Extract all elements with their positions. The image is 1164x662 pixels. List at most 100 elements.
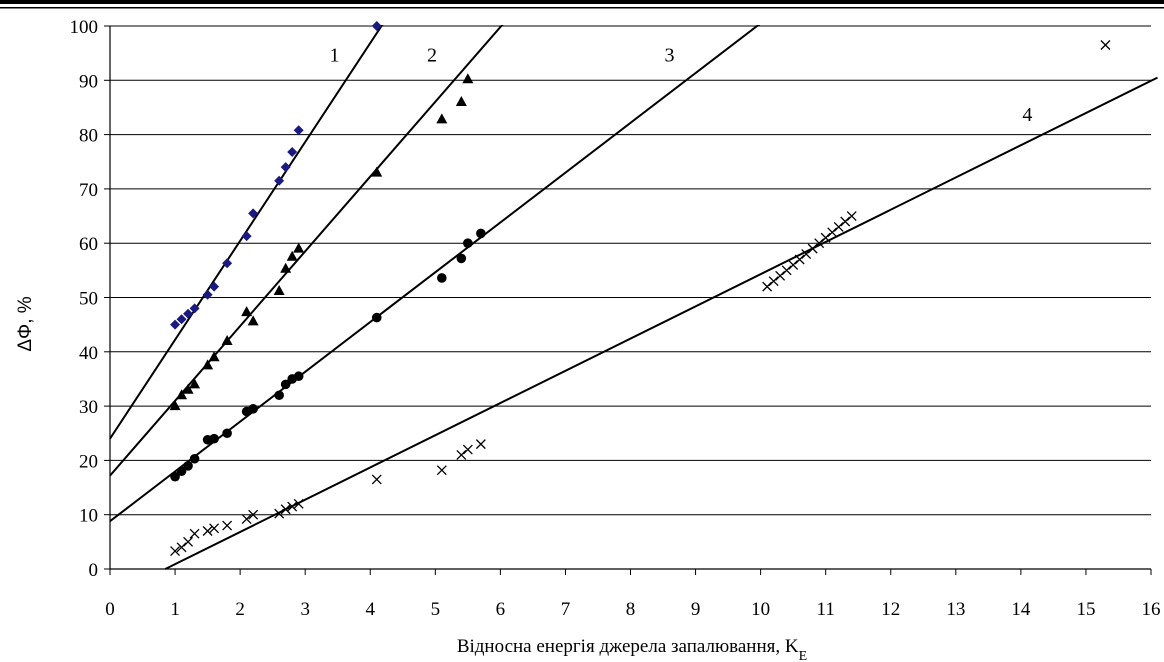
point-series-3-10 <box>280 379 291 390</box>
point-series-3-3 <box>189 453 200 464</box>
point-series-2-3 <box>189 378 201 389</box>
x-tick-label-3: 3 <box>300 599 310 620</box>
point-series-4-10 <box>280 504 291 515</box>
top-border-thin <box>0 7 1164 9</box>
x-tick-label-9: 9 <box>691 599 701 620</box>
point-series-4-3 <box>189 528 200 539</box>
point-series-1-0 <box>170 319 181 330</box>
y-tick-label-10: 10 <box>79 506 98 527</box>
point-series-4-24 <box>801 249 812 260</box>
point-series-4-4 <box>202 526 213 536</box>
x-tick-label-12: 12 <box>881 599 900 620</box>
point-series-2-11 <box>286 250 298 261</box>
point-series-3-16 <box>463 238 473 248</box>
x-axis-title-subscript: E <box>799 649 808 662</box>
point-series-3-8 <box>248 404 258 414</box>
point-series-1-10 <box>280 162 291 173</box>
point-series-4-9 <box>274 508 285 519</box>
y-tick-label-50: 50 <box>79 289 98 310</box>
y-tick-label-0: 0 <box>89 560 99 581</box>
point-series-2-14 <box>436 113 448 124</box>
point-series-1-3 <box>189 303 200 314</box>
x-tick-label-5: 5 <box>431 599 441 620</box>
point-series-4-13 <box>371 474 382 485</box>
point-series-4-2 <box>183 536 194 547</box>
point-series-4-31 <box>846 211 857 222</box>
point-series-4-21 <box>781 265 792 276</box>
x-tick-label-15: 15 <box>1076 599 1095 620</box>
line-label-1: 1 <box>329 44 339 66</box>
fit-line-3 <box>109 25 761 523</box>
point-series-4-26 <box>814 238 825 249</box>
point-series-4-17 <box>475 439 486 450</box>
point-series-4-18 <box>762 281 773 292</box>
point-series-1-13 <box>371 21 382 31</box>
point-series-4-16 <box>462 444 473 455</box>
point-series-3-1 <box>176 466 187 477</box>
point-series-3-6 <box>222 428 232 439</box>
point-series-4-11 <box>287 501 298 512</box>
point-series-4-1 <box>176 542 187 553</box>
point-series-1-7 <box>241 231 252 242</box>
point-series-2-16 <box>462 73 474 84</box>
point-series-4-29 <box>833 221 844 232</box>
grid-layer <box>110 25 1151 570</box>
point-series-1-4 <box>202 289 213 300</box>
y-axis-title: ΔΦ, % <box>15 296 36 351</box>
point-series-4-27 <box>820 232 831 243</box>
point-series-2-12 <box>293 242 305 253</box>
y-tick-label-100: 100 <box>70 17 99 38</box>
point-series-2-15 <box>455 96 467 107</box>
point-series-2-0 <box>169 400 181 411</box>
point-series-4-15 <box>456 450 467 460</box>
point-series-2-1 <box>176 389 188 400</box>
line-label-2: 2 <box>427 44 437 66</box>
point-series-4-22 <box>788 259 799 270</box>
point-series-2-13 <box>371 166 383 177</box>
x-tick-label-16: 16 <box>1142 599 1161 620</box>
point-series-2-9 <box>273 284 285 295</box>
x-tick-label-4: 4 <box>366 599 376 620</box>
point-series-2-5 <box>208 351 220 362</box>
x-axis-title-main: Відносна енергія джерела запалювання, K <box>457 636 799 657</box>
point-series-4-7 <box>241 514 252 525</box>
point-series-2-7 <box>241 306 253 317</box>
y-tick-label-20: 20 <box>79 451 98 472</box>
y-tick-label-60: 60 <box>79 234 98 255</box>
point-series-4-12 <box>293 498 304 509</box>
y-tick-label-30: 30 <box>79 397 98 418</box>
point-series-4-19 <box>768 276 779 287</box>
point-series-3-0 <box>170 471 180 482</box>
point-series-1-1 <box>176 314 187 325</box>
point-series-3-9 <box>274 390 284 401</box>
x-tick-label-10: 10 <box>751 599 770 620</box>
point-series-1-5 <box>209 281 220 292</box>
x-tick-label-7: 7 <box>561 599 571 620</box>
point-series-4-28 <box>827 227 838 238</box>
point-series-3-14 <box>437 273 447 283</box>
point-series-3-2 <box>183 461 193 471</box>
point-series-1-6 <box>222 258 233 269</box>
point-series-4-23 <box>794 254 805 265</box>
point-series-1-12 <box>293 125 304 136</box>
data-points <box>169 21 1111 557</box>
point-series-1-11 <box>287 146 298 157</box>
x-tick-label-8: 8 <box>626 599 636 620</box>
point-series-3-15 <box>456 253 467 264</box>
x-tick-label-0: 0 <box>105 599 115 620</box>
point-series-3-17 <box>476 228 486 239</box>
x-tick-label-14: 14 <box>1011 599 1031 620</box>
x-tick-label-11: 11 <box>817 599 835 620</box>
point-series-4-14 <box>436 465 447 476</box>
point-series-2-2 <box>182 383 194 394</box>
point-series-1-9 <box>274 175 285 186</box>
point-series-1-8 <box>248 208 259 219</box>
point-series-4-0 <box>170 546 181 557</box>
y-tick-label-80: 80 <box>79 126 98 147</box>
point-series-3-13 <box>371 312 382 323</box>
point-series-4-5 <box>209 523 220 534</box>
point-series-2-6 <box>221 334 233 345</box>
line-label-4: 4 <box>1022 104 1032 126</box>
